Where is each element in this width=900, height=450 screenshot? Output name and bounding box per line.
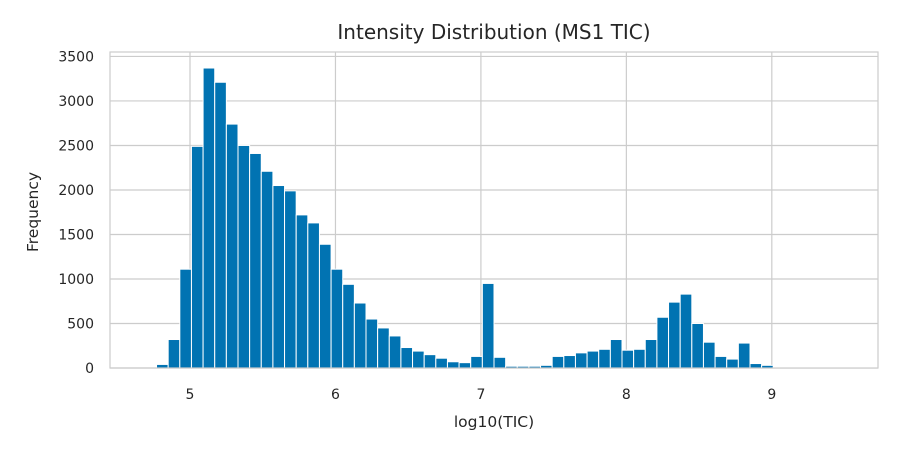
y-axis-label: Frequency xyxy=(24,172,42,252)
y-tick-label: 3500 xyxy=(58,49,94,65)
histogram-bar xyxy=(435,357,448,369)
y-tick-label: 1500 xyxy=(58,227,94,243)
histogram-bar xyxy=(412,350,425,369)
x-tick-label: 6 xyxy=(331,387,340,403)
histogram-bar xyxy=(318,243,332,369)
histogram-bar xyxy=(621,349,635,369)
plot-frame xyxy=(109,51,879,369)
histogram-bar xyxy=(167,339,181,369)
histogram-bar xyxy=(481,282,495,369)
x-tick-label: 8 xyxy=(622,387,631,403)
x-tick-label: 5 xyxy=(186,387,195,403)
histogram-bar xyxy=(249,152,262,369)
histogram-bar xyxy=(749,363,763,369)
histogram-bar xyxy=(179,268,192,369)
histogram-bar xyxy=(365,318,379,369)
histogram-bar xyxy=(225,123,239,369)
histogram-bar xyxy=(691,322,704,369)
histogram-bar xyxy=(563,355,576,369)
histogram-bar xyxy=(284,190,297,369)
x-axis-label: log10(TIC) xyxy=(454,413,534,431)
histogram-bar xyxy=(586,350,600,369)
histogram-bar xyxy=(493,356,507,369)
histogram-bar xyxy=(702,341,716,369)
x-tick-label: 9 xyxy=(767,387,776,403)
histogram-bar xyxy=(295,214,309,369)
x-tick-label: 7 xyxy=(476,387,485,403)
histogram-bar xyxy=(307,222,320,369)
histogram-bar xyxy=(668,301,681,369)
histogram-bar xyxy=(551,355,565,369)
histogram-bars xyxy=(156,67,879,369)
histogram-bar xyxy=(446,361,460,369)
y-tick-label: 1000 xyxy=(58,272,94,288)
histogram-bar xyxy=(574,352,588,369)
histogram-bar xyxy=(400,347,414,369)
y-tick-label: 500 xyxy=(67,316,94,332)
histogram-bar xyxy=(260,170,274,369)
histogram-bar xyxy=(726,358,739,369)
histogram-bar xyxy=(633,348,646,369)
histogram-bar xyxy=(190,145,204,369)
histogram-bar xyxy=(598,348,611,369)
y-tick-labels: 0 500 1000 1500 2000 2500 3000 3500 xyxy=(58,49,94,377)
histogram-bar xyxy=(330,268,344,369)
histogram-bar xyxy=(423,354,437,369)
histogram-bar xyxy=(609,339,623,369)
y-tick-label: 3000 xyxy=(58,94,94,110)
histogram-bar xyxy=(656,316,670,369)
histogram-bar xyxy=(214,81,227,369)
histogram-bar xyxy=(458,362,472,369)
histogram-bar xyxy=(202,67,216,369)
y-tick-label: 0 xyxy=(85,361,94,377)
histogram-bar xyxy=(737,342,751,369)
y-tick-label: 2000 xyxy=(58,183,94,199)
histogram-bar xyxy=(237,144,251,369)
histogram-bar xyxy=(353,302,367,369)
chart-title: Intensity Distribution (MS1 TIC) xyxy=(337,20,650,44)
histogram-bar xyxy=(272,185,286,369)
y-tick-label: 2500 xyxy=(58,138,94,154)
histogram-bar xyxy=(377,327,390,369)
x-tick-labels: 5 6 7 8 9 xyxy=(186,387,777,403)
histogram-bar xyxy=(714,355,728,369)
histogram-bar xyxy=(388,335,402,369)
histogram-bar xyxy=(644,339,658,369)
histogram-bar xyxy=(342,283,355,369)
histogram-bar xyxy=(679,293,693,369)
histogram-bar xyxy=(470,355,483,369)
